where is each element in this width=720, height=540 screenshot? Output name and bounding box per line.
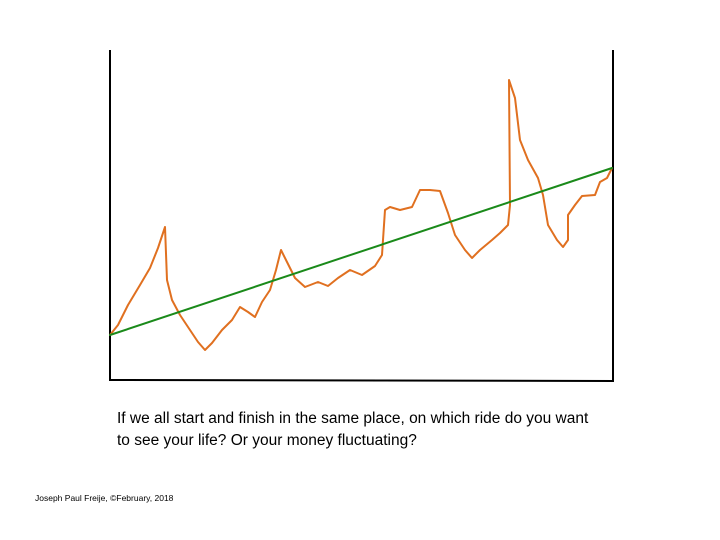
caption: If we all start and finish in the same p… — [117, 410, 589, 449]
series-line — [109, 79, 613, 351]
credit: Joseph Paul Freije, ©February, 2018 — [35, 493, 174, 503]
bottom-axis — [108, 379, 615, 382]
frame — [108, 50, 615, 382]
series-line — [109, 167, 613, 336]
